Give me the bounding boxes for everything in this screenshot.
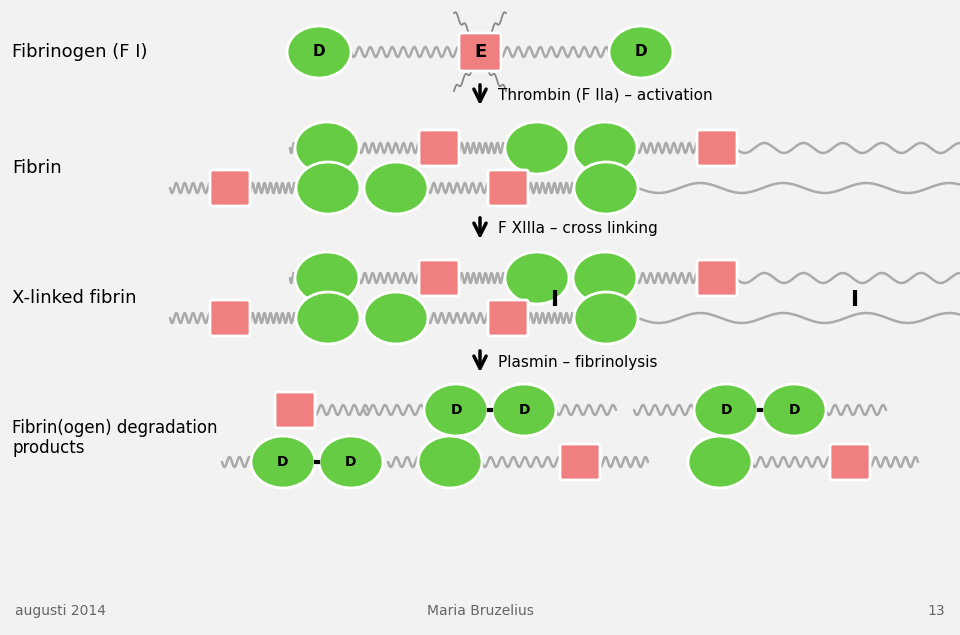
Ellipse shape [505, 122, 569, 174]
Ellipse shape [609, 26, 673, 78]
Ellipse shape [287, 26, 351, 78]
Ellipse shape [573, 122, 637, 174]
FancyBboxPatch shape [419, 130, 459, 166]
FancyBboxPatch shape [560, 444, 600, 480]
Text: augusti 2014: augusti 2014 [15, 604, 106, 618]
FancyBboxPatch shape [275, 392, 315, 428]
Text: Fibrin: Fibrin [12, 159, 61, 177]
FancyBboxPatch shape [488, 300, 528, 336]
Ellipse shape [694, 384, 758, 436]
Text: 13: 13 [927, 604, 945, 618]
FancyBboxPatch shape [830, 444, 870, 480]
Text: D: D [450, 403, 462, 417]
Ellipse shape [574, 162, 638, 214]
Text: Plasmin – fibrinolysis: Plasmin – fibrinolysis [498, 354, 658, 370]
Ellipse shape [295, 252, 359, 304]
FancyBboxPatch shape [210, 300, 250, 336]
Text: Thrombin (F IIa) – activation: Thrombin (F IIa) – activation [498, 88, 712, 102]
Text: D: D [720, 403, 732, 417]
Ellipse shape [688, 436, 752, 488]
Text: Maria Bruzelius: Maria Bruzelius [426, 604, 534, 618]
Ellipse shape [505, 252, 569, 304]
FancyBboxPatch shape [488, 170, 528, 206]
FancyBboxPatch shape [210, 170, 250, 206]
Ellipse shape [296, 292, 360, 344]
FancyBboxPatch shape [419, 260, 459, 296]
FancyBboxPatch shape [697, 260, 737, 296]
Ellipse shape [364, 292, 428, 344]
Text: E: E [474, 43, 486, 61]
Text: D: D [277, 455, 289, 469]
Ellipse shape [319, 436, 383, 488]
Ellipse shape [251, 436, 315, 488]
Text: D: D [346, 455, 357, 469]
Text: F XIIIa – cross linking: F XIIIa – cross linking [498, 220, 658, 236]
Ellipse shape [424, 384, 488, 436]
Ellipse shape [762, 384, 826, 436]
Text: D: D [313, 44, 325, 60]
Text: D: D [635, 44, 647, 60]
Text: Fibrin(ogen) degradation
products: Fibrin(ogen) degradation products [12, 418, 218, 457]
Text: Fibrinogen (F I): Fibrinogen (F I) [12, 43, 148, 61]
Ellipse shape [295, 122, 359, 174]
FancyBboxPatch shape [697, 130, 737, 166]
Text: D: D [788, 403, 800, 417]
Text: D: D [518, 403, 530, 417]
Ellipse shape [296, 162, 360, 214]
Ellipse shape [418, 436, 482, 488]
Ellipse shape [573, 252, 637, 304]
Ellipse shape [364, 162, 428, 214]
Text: X-linked fibrin: X-linked fibrin [12, 289, 136, 307]
Ellipse shape [492, 384, 556, 436]
FancyBboxPatch shape [459, 33, 501, 71]
Ellipse shape [574, 292, 638, 344]
